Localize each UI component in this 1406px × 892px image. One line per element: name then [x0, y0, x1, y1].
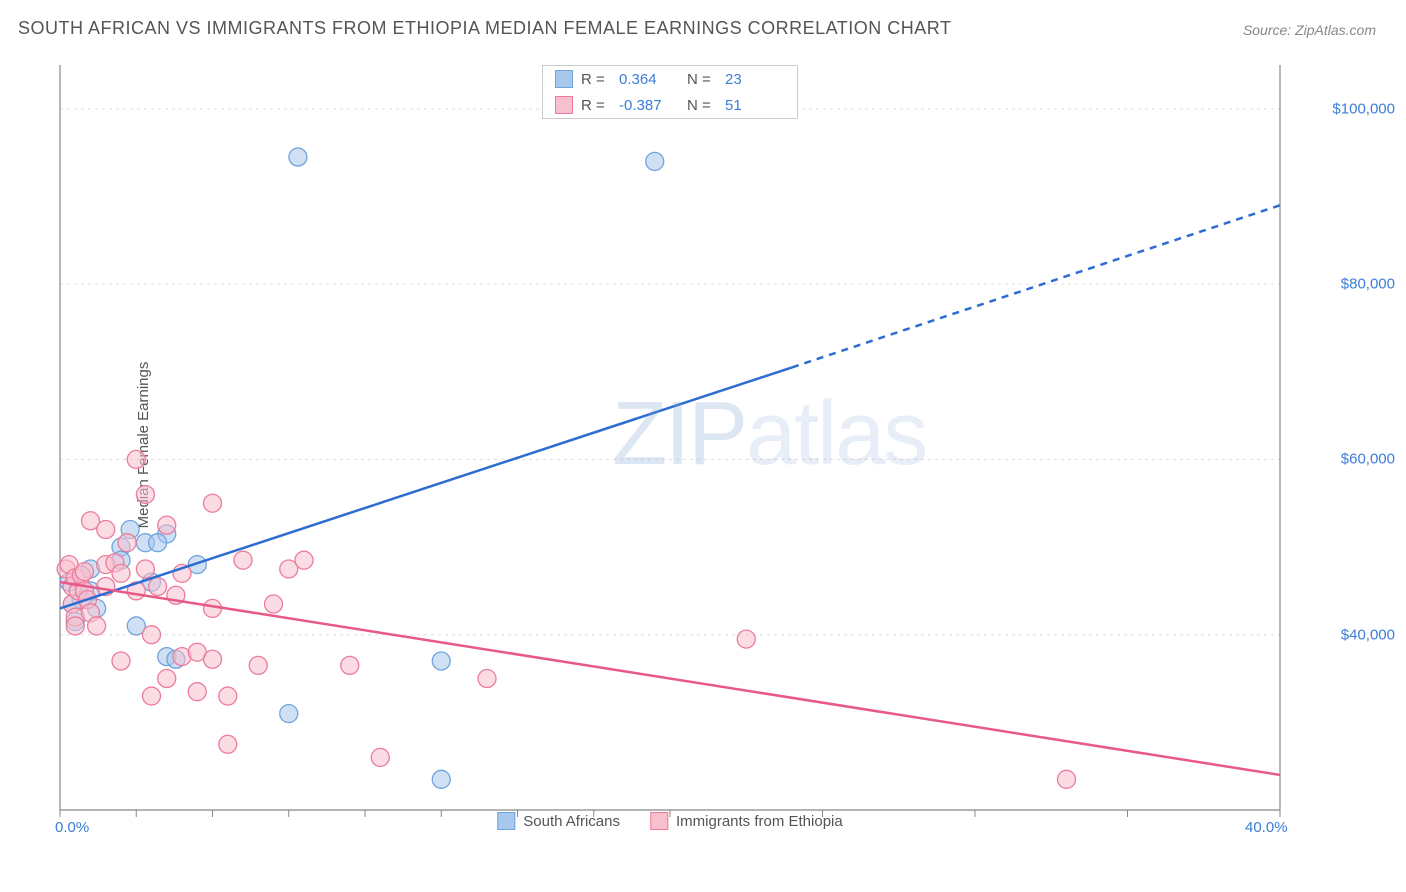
x-axis-max-label: 40.0% [1245, 819, 1288, 836]
y-tick-label: $80,000 [1341, 276, 1395, 293]
source-credit: Source: ZipAtlas.com [1243, 22, 1376, 38]
legend-series: South Africans Immigrants from Ethiopia [497, 812, 842, 830]
legend-series-item: South Africans [497, 812, 620, 830]
scatter-plot [50, 60, 1290, 830]
legend-n-label: N = [687, 97, 717, 114]
legend-r-value: -0.387 [619, 97, 679, 114]
legend-swatch-icon [555, 70, 573, 88]
legend-n-label: N = [687, 71, 717, 88]
legend-r-label: R = [581, 97, 611, 114]
legend-series-item: Immigrants from Ethiopia [650, 812, 843, 830]
y-tick-label: $60,000 [1341, 451, 1395, 468]
legend-swatch-icon [650, 812, 668, 830]
legend-stat-row: R = 0.364 N = 23 [543, 66, 797, 92]
legend-stats: R = 0.364 N = 23 R = -0.387 N = 51 [542, 65, 798, 119]
legend-series-label: South Africans [523, 813, 620, 830]
chart-title: SOUTH AFRICAN VS IMMIGRANTS FROM ETHIOPI… [18, 18, 951, 39]
legend-swatch-icon [497, 812, 515, 830]
legend-r-label: R = [581, 71, 611, 88]
legend-r-value: 0.364 [619, 71, 679, 88]
legend-n-value: 51 [725, 97, 785, 114]
legend-swatch-icon [555, 96, 573, 114]
x-axis-min-label: 0.0% [55, 819, 89, 836]
legend-n-value: 23 [725, 71, 785, 88]
legend-series-label: Immigrants from Ethiopia [676, 813, 843, 830]
y-tick-label: $40,000 [1341, 626, 1395, 643]
legend-stat-row: R = -0.387 N = 51 [543, 92, 797, 118]
chart-area: Median Female Earnings ZIPatlas R =0.364… [50, 60, 1290, 830]
y-tick-label: $100,000 [1332, 100, 1395, 117]
